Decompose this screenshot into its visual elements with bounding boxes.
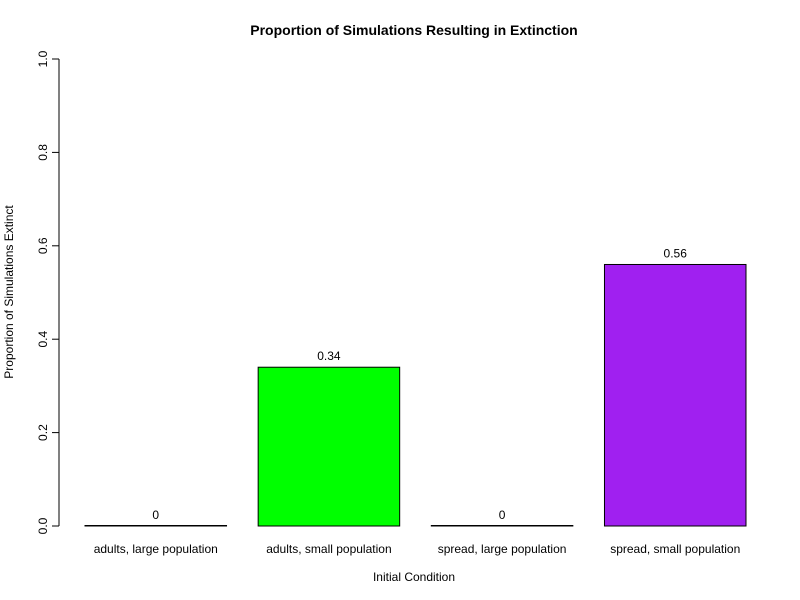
y-tick-label: 0.4 — [36, 331, 50, 348]
y-axis-label: Proportion of Simulations Extinct — [2, 205, 16, 379]
bar — [257, 366, 401, 527]
x-category-label: adults, small population — [266, 542, 391, 556]
y-tick-label: 1.0 — [36, 50, 50, 67]
x-category-label: adults, large population — [94, 542, 218, 556]
x-category-label: spread, small population — [610, 542, 740, 556]
y-tick-label: 0.0 — [36, 517, 50, 534]
bars: 0 adults, large population 0.34 adults, sma… — [84, 246, 747, 556]
y-tick-label: 0.2 — [36, 424, 50, 441]
data-label: 0 — [499, 508, 506, 522]
bar — [603, 263, 747, 527]
y-axis: 0.0 0.2 0.4 0.6 0.8 1.0 — [36, 50, 60, 534]
x-axis-label: Initial Condition — [373, 570, 455, 584]
bar — [84, 525, 228, 527]
x-category-label: spread, large population — [438, 542, 567, 556]
chart-title: Proportion of Simulations Resulting in E… — [250, 22, 577, 38]
y-tick-label: 0.6 — [36, 237, 50, 254]
data-label: 0 — [152, 508, 159, 522]
bar — [430, 525, 574, 527]
y-tick-label: 0.8 — [36, 144, 50, 161]
data-label: 0.56 — [664, 246, 688, 260]
data-label: 0.34 — [317, 349, 341, 363]
